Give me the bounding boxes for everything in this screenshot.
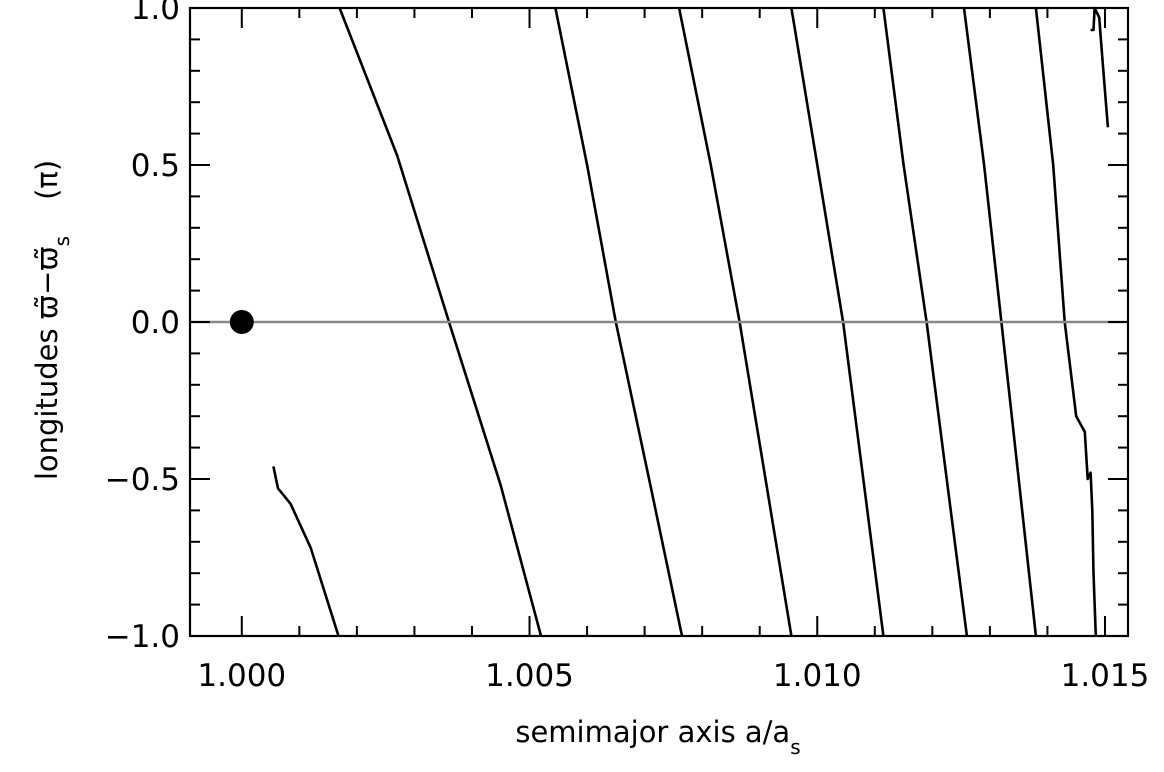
plot-frame [188,6,1130,638]
series-line-1 [272,466,340,637]
y-tick-label: 1.0 [131,0,180,27]
y-tick-label: 0.0 [131,305,180,341]
series-line-8 [1034,7,1098,637]
x-tick-labels: 1.000 1.005 1.010 1.015 [197,658,1149,694]
x-tick-label: 1.000 [197,658,286,694]
y-axis-label: longitudes ϖ̃−ϖ̃s(π) [30,160,74,480]
x-tick-label: 1.010 [773,658,862,694]
y-tick-label: 0.5 [131,148,180,184]
y-tick-label: −1.0 [105,619,180,655]
y-tick-labels: −1.0 −0.5 0.0 0.5 1.0 [105,0,180,655]
y-tick-label: −0.5 [105,462,180,498]
x-tick-label: 1.015 [1061,658,1150,694]
series-line-9 [1090,6,1110,128]
x-tick-label: 1.005 [485,658,574,694]
x-axis-label: semimajor axis a/as [515,715,800,759]
origin-marker [229,310,254,334]
